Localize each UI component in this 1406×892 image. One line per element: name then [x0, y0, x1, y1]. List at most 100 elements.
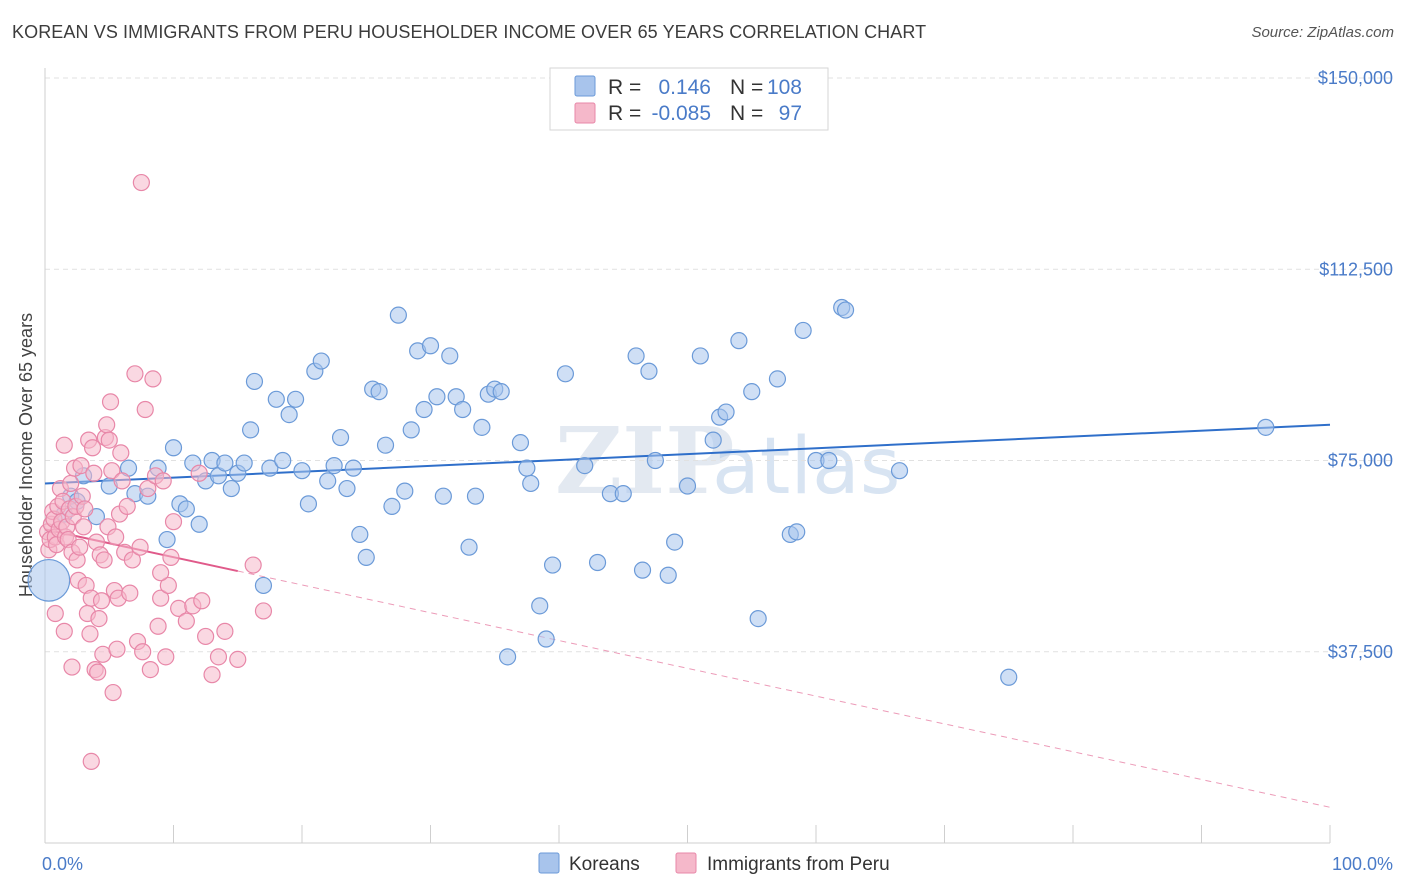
peru-point [149, 617, 167, 635]
peru-point [71, 538, 89, 556]
legend-r-value: 0.146 [658, 76, 711, 99]
korean-point [473, 418, 491, 436]
peru-point [90, 609, 108, 628]
korean-point [370, 383, 388, 401]
series-legend-swatch-koreans [538, 852, 560, 874]
legend-r-label: R = [608, 102, 641, 125]
korean-point [717, 403, 735, 421]
korean-point [614, 485, 632, 503]
legend-n-value: 97 [779, 102, 802, 125]
peru-point [139, 479, 157, 498]
peru-point [112, 444, 130, 462]
peru-point [134, 643, 152, 661]
chart-source: Source: ZipAtlas.com [1251, 24, 1394, 41]
peru-point [123, 551, 141, 569]
peru-point [157, 648, 175, 666]
y-tick-labels: $37,500 $75,000 $112,500 $150,000 [1318, 68, 1393, 662]
peru-point [132, 173, 150, 192]
x-tick-labels: 0.0% 100.0% [42, 854, 1393, 874]
y-tick-label: $37,500 [1328, 642, 1393, 662]
korean-point [556, 365, 575, 383]
korean-point [242, 421, 260, 439]
korean-point [428, 388, 446, 406]
korean-point [768, 370, 787, 388]
korean-point [27, 558, 71, 602]
korean-point [522, 474, 540, 493]
korean-point [325, 457, 343, 475]
korean-point [576, 457, 594, 475]
series-legend-label-koreans: Koreans [569, 854, 640, 875]
y-tick-label: $150,000 [1318, 68, 1393, 88]
korean-point [421, 337, 440, 355]
korean-point [820, 451, 838, 470]
y-axis-label: Householder Income Over 65 years [16, 313, 36, 597]
korean-point [499, 648, 517, 666]
korean-point [460, 538, 478, 556]
peru-point [152, 564, 170, 582]
x-tick-label: 0.0% [42, 854, 83, 874]
peru-point [100, 431, 118, 449]
korean-point [627, 347, 645, 365]
korean-point [743, 383, 761, 401]
peru-point [83, 439, 102, 457]
korean-point [588, 553, 607, 572]
korean-point [415, 400, 433, 419]
korean-point [511, 434, 530, 452]
korean-point [245, 372, 264, 391]
korean-point [286, 390, 305, 408]
korean-point [338, 479, 356, 498]
peru-point [193, 592, 211, 610]
legend-swatch-koreans [574, 75, 596, 97]
korean-point [389, 306, 407, 324]
legend-r-value: -0.085 [651, 102, 711, 125]
legend-n-label: N = [730, 76, 763, 99]
peru-point [190, 464, 208, 482]
korean-point [274, 451, 292, 470]
watermark-atlas: atlas [712, 422, 901, 512]
peru-point [152, 589, 170, 607]
korean-point [441, 347, 459, 365]
peru-point [55, 622, 73, 640]
peru-point [81, 625, 99, 643]
peru-point [113, 472, 131, 490]
korean-point [434, 487, 452, 505]
korean-point [383, 497, 401, 515]
korean-point [254, 576, 273, 595]
korean-point [190, 515, 208, 533]
korean-point [280, 406, 298, 424]
peru-point [92, 592, 111, 610]
korean-point [344, 459, 362, 477]
peru-point [197, 627, 215, 646]
peru-point [108, 640, 126, 658]
korean-point [890, 462, 909, 480]
peru-point [55, 436, 73, 454]
legend-n-value: 108 [767, 76, 802, 99]
korean-point [158, 530, 176, 549]
korean-point [319, 472, 337, 490]
korean-point [396, 482, 414, 500]
korean-point [537, 630, 555, 648]
korean-point [788, 523, 806, 541]
korean-point [164, 439, 183, 457]
korean-point [261, 459, 279, 477]
korean-point [466, 487, 485, 505]
korean-point [640, 362, 658, 380]
peru-point [85, 464, 103, 482]
peru-point [118, 497, 136, 515]
korean-point [402, 421, 420, 439]
korean-point [794, 321, 812, 340]
peru-point [141, 660, 159, 679]
series-legend-swatch-peru [675, 852, 697, 874]
peru-point [244, 556, 262, 574]
korean-point [357, 548, 375, 567]
peru-point [89, 663, 107, 681]
peru-point [63, 658, 81, 676]
data-points [27, 173, 1275, 771]
peru-point [229, 650, 247, 669]
peru-point [82, 752, 100, 771]
korean-point [691, 347, 709, 365]
korean-point [331, 428, 350, 447]
peru-point [203, 666, 221, 684]
peru-point [144, 370, 162, 388]
